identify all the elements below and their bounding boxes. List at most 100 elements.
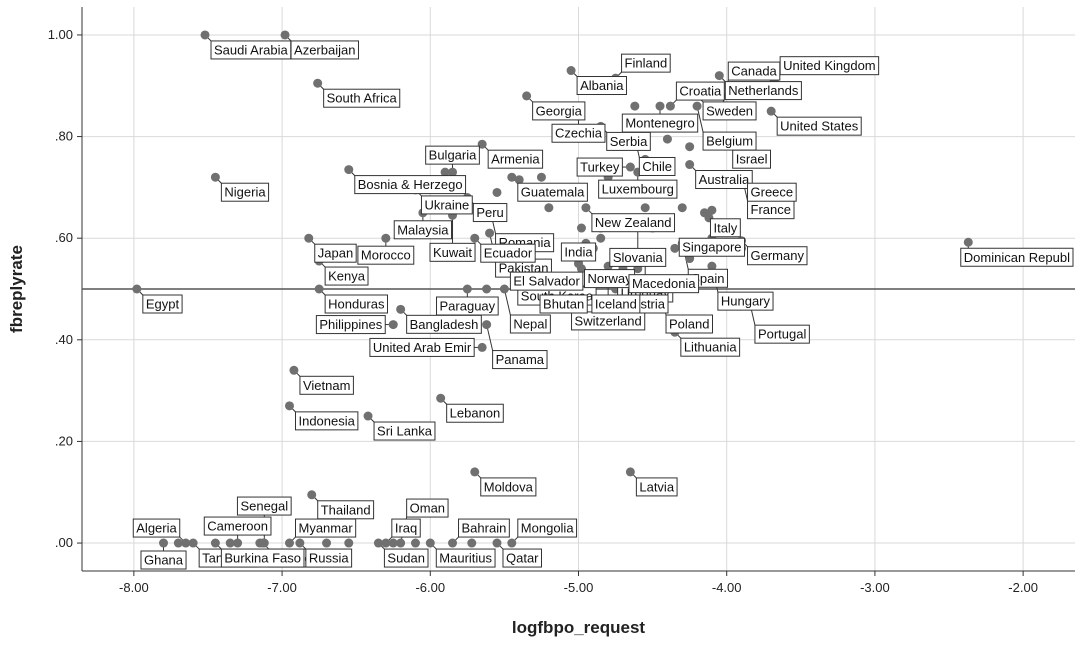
point-label-text: Cameroon	[207, 519, 268, 534]
scatter-point	[322, 539, 331, 548]
point-label-albania: Albania	[577, 77, 626, 95]
point-label-text: Slovania	[613, 250, 664, 265]
x-tick-label: -3.00	[860, 580, 890, 595]
scatter-point	[544, 203, 553, 212]
point-label-text: Ecuador	[484, 246, 533, 261]
point-label-text: Czechia	[555, 126, 603, 141]
point-label-indonesia: Indonesia	[295, 412, 357, 430]
point-label-japan: Japan	[315, 244, 356, 262]
point-label-malaysia: Malaysia	[394, 221, 451, 239]
point-label-text: Myanmar	[298, 521, 353, 536]
point-label-text: India	[564, 245, 593, 260]
point-label-united-kingdom: United Kingdom	[780, 57, 879, 75]
scatter-point-bangladesh	[396, 305, 405, 314]
point-label-text: Sweden	[706, 103, 753, 118]
scatter-point	[537, 173, 546, 182]
point-label-text: Vietnam	[303, 378, 350, 393]
point-label-text: Albania	[580, 78, 624, 93]
point-label-text: Hungary	[721, 294, 771, 309]
point-label-norway: Norway	[585, 270, 635, 288]
point-label-text: Latvia	[639, 479, 674, 494]
x-tick-label: -2.00	[1008, 580, 1038, 595]
point-label-myanmar: Myanmar	[295, 519, 355, 537]
point-label-nigeria: Nigeria	[221, 183, 268, 201]
point-label-czechia: Czechia	[552, 124, 605, 142]
point-label-text: Belgium	[706, 134, 753, 149]
scatter-point	[467, 539, 476, 548]
point-label-text: Qatar	[506, 551, 539, 566]
scatter-point-netherlands	[715, 71, 724, 80]
point-label-text: Sri Lanka	[377, 424, 433, 439]
y-tick-label: .80	[55, 129, 73, 144]
point-label-text: Poland	[669, 317, 709, 332]
point-label-new-zealand: New Zealand	[592, 214, 675, 232]
point-label-paraguay: Paraguay	[437, 297, 499, 315]
point-label-mauritius: Mauritius	[436, 549, 495, 567]
scatter-point	[641, 203, 650, 212]
scatter-point-mauritius	[426, 539, 435, 548]
point-label-text: Germany	[751, 248, 805, 263]
scatter-point-ecuador	[470, 234, 479, 243]
scatter-point-georgia	[522, 91, 531, 100]
point-label-text: Macedonia	[632, 276, 696, 291]
x-tick-label: -4.00	[712, 580, 742, 595]
scatter-point-burkina-faso	[211, 539, 220, 548]
point-label-burkina-faso: Burkina Faso	[221, 549, 304, 567]
y-tick-label: .60	[55, 230, 73, 245]
x-axis-title: logfbpo_request	[512, 618, 646, 637]
point-label-dominican-republ: Dominican Republ	[961, 248, 1073, 266]
scatter-point-croatia	[666, 102, 675, 111]
point-label-netherlands: Netherlands	[725, 82, 801, 100]
x-tick-label: -6.00	[415, 580, 445, 595]
scatter-point-bahrain	[448, 539, 457, 548]
point-label-bangladesh: Bangladesh	[407, 315, 482, 333]
scatter-point-myanmar	[285, 539, 294, 548]
point-label-text: Russia	[309, 551, 350, 566]
x-tick-label: -5.00	[564, 580, 594, 595]
point-labels: Saudi Arabia AzerbaijanSouth AfricaAlbani…	[133, 41, 1073, 569]
point-label-text: Bulgaria	[429, 148, 477, 163]
point-label-text: Panama	[496, 352, 545, 367]
point-label-oman: Oman	[407, 499, 448, 517]
point-label-nepal: Nepal	[510, 315, 550, 333]
point-label-text: Kenya	[328, 269, 366, 284]
point-label-singapore: Singapore	[679, 238, 744, 256]
scatter-point	[678, 203, 687, 212]
scatter-point-united-arab-emir	[478, 343, 487, 352]
point-label-australia: Australia	[696, 171, 753, 189]
scatter-point-guatemala	[507, 173, 516, 182]
scatter-point	[577, 224, 586, 233]
point-label-text: Ukraine	[424, 197, 469, 212]
point-label-text: Senegal	[240, 499, 288, 514]
point-label-canada: Canada	[728, 62, 780, 80]
point-label-peru: Peru	[473, 204, 506, 222]
point-label-text: Canada	[731, 64, 777, 79]
point-label-mongolia: Mongolia	[518, 519, 577, 537]
point-label-text: Paraguay	[440, 299, 496, 314]
point-label-iceland: Iceland	[592, 295, 640, 313]
point-label-text: Moldova	[484, 479, 534, 494]
scatter-point-new-zealand	[581, 203, 590, 212]
scatter-point-paraguay	[463, 285, 472, 294]
point-label-text: Greece	[751, 185, 794, 200]
point-label-philippines: Philippines	[316, 316, 385, 334]
scatter-point-indonesia	[285, 401, 294, 410]
point-label-bulgaria: Bulgaria	[426, 146, 480, 164]
point-label-text: Oman	[410, 501, 445, 516]
scatter-point-vietnam	[289, 366, 298, 375]
scatter-point-qatar	[492, 539, 501, 548]
scatter-point-iraq	[381, 539, 390, 548]
scatter-point-cameroon	[233, 539, 242, 548]
scatter-point	[685, 142, 694, 151]
point-label-sudan: Sudan	[384, 549, 428, 567]
point-label-text: Honduras	[328, 297, 385, 312]
point-label-text: Lebanon	[450, 406, 501, 421]
point-label-text: Norway	[588, 271, 633, 286]
point-label-text: Bosnia & Herzego	[358, 177, 463, 192]
point-label-text: Indonesia	[298, 413, 355, 428]
y-axis-title: fbreplyrate	[7, 245, 26, 333]
scatter-point-albania	[567, 66, 576, 75]
point-label-text: France	[751, 202, 791, 217]
point-label-text: United States	[780, 119, 859, 134]
